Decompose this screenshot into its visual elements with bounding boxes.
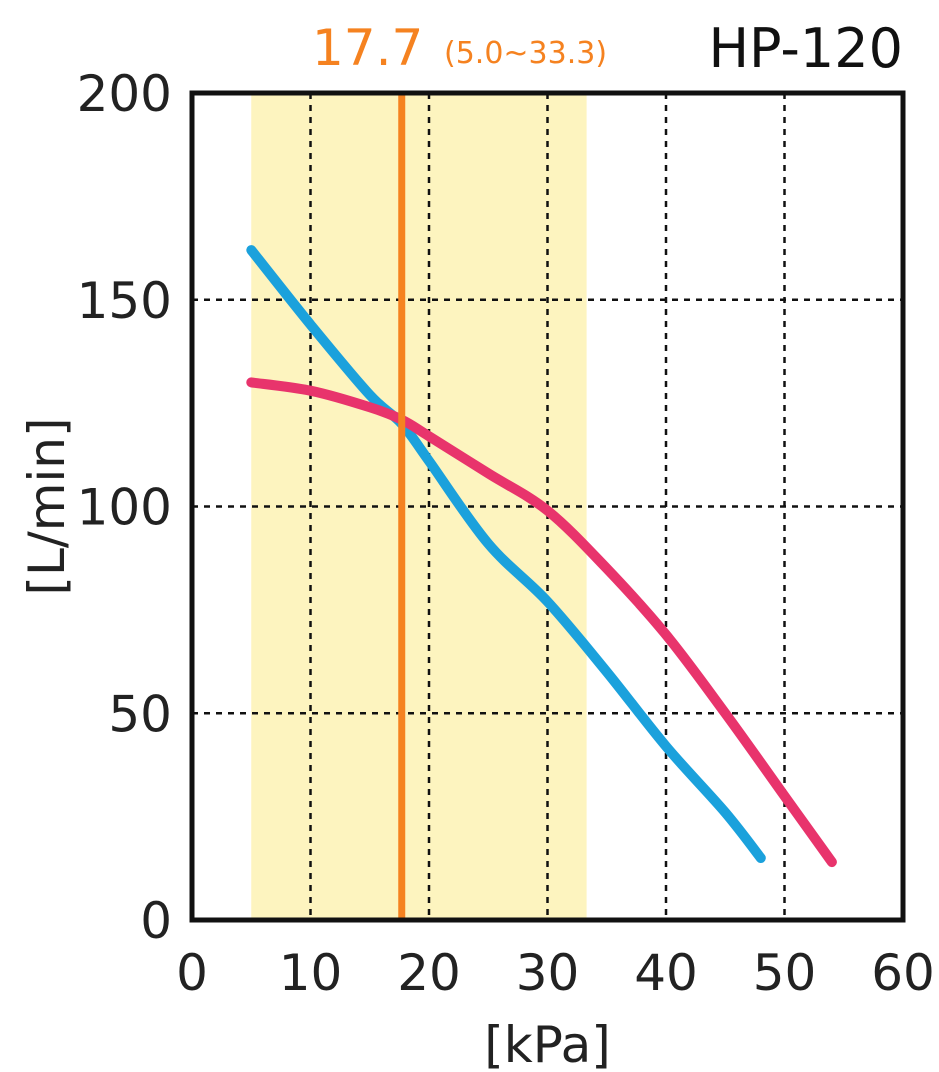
series-line-2 [246, 377, 837, 868]
x-tick-label: 20 [397, 944, 461, 1002]
y-axis-label: [L/min] [18, 417, 76, 595]
model-name: HP-120 [708, 17, 903, 80]
series-line-1 [246, 245, 766, 863]
y-tick-label: 50 [108, 685, 172, 743]
y-tick-labels: 0 50 100 150 200 [77, 65, 172, 950]
rated-pressure-range: (5.0~33.3) [444, 36, 607, 71]
x-tick-labels: 0 10 20 30 40 50 60 [176, 944, 935, 1002]
y-tick-label: 150 [77, 272, 172, 330]
y-tick-label: 0 [140, 892, 172, 950]
x-tick-label: 50 [753, 944, 817, 1002]
x-tick-label: 30 [516, 944, 580, 1002]
series-layer [246, 245, 837, 868]
x-tick-label: 0 [176, 944, 208, 1002]
x-tick-label: 10 [279, 944, 343, 1002]
y-tick-label: 100 [77, 479, 172, 537]
x-tick-label: 60 [871, 944, 935, 1002]
rated-pressure-value: 17.7 [312, 19, 423, 77]
plot-frame [189, 90, 906, 923]
y-tick-label: 200 [77, 65, 172, 123]
x-axis-label: [kPa] [484, 1016, 611, 1072]
x-tick-label: 40 [634, 944, 698, 1002]
